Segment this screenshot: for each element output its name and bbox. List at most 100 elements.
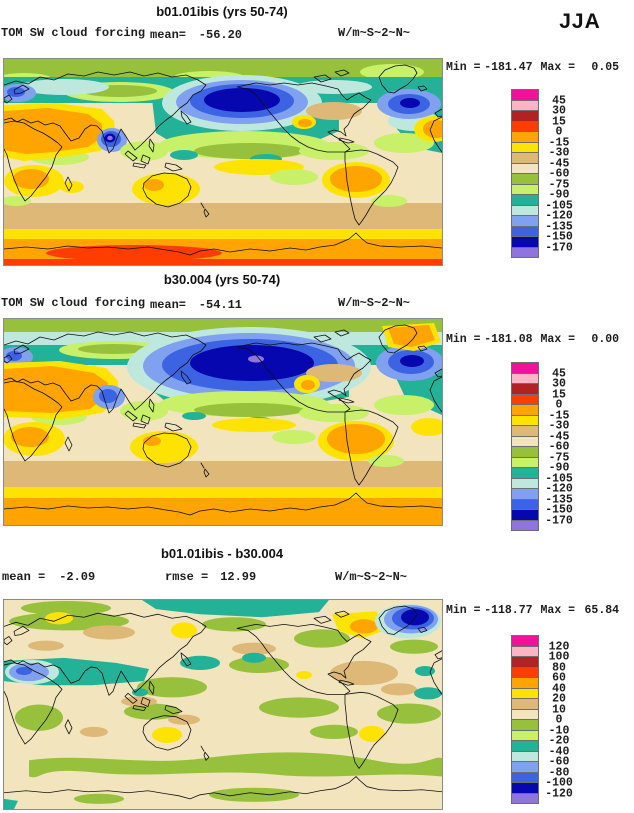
colorbar-tick-label: 45 (552, 93, 566, 107)
colorbar-tick-label: -60 (548, 167, 570, 181)
mean-stat: mean= -54.11 (150, 298, 242, 312)
mean-label: mean= (150, 298, 187, 312)
colorbar-tick-label: -60 (548, 440, 570, 454)
colorbar-1 (511, 89, 539, 258)
mean-value: -56.20 (198, 28, 243, 42)
colorbar-swatch (511, 246, 539, 258)
contour-fill-regions (4, 600, 442, 809)
colorbar-tick-label: 40 (552, 681, 566, 695)
rmse-value: 12.99 (220, 570, 257, 584)
max-label: Max = (540, 333, 576, 346)
units-label: W/m~S~2~N~ (338, 26, 411, 40)
mean-value: -54.11 (198, 298, 243, 312)
colorbar-tick-label: 60 (552, 671, 566, 685)
colorbar-3-ticks: 120 100 80 60 40 20 10 0 -10 -20 -40 -60 -80 -100 -120 (539, 636, 579, 808)
colorbar-tick-label: -30 (548, 146, 570, 160)
panel-3-header-row: mean = -2.09 rmse = 12.99 W/m~S~2~N~ (0, 570, 444, 586)
min-label: Min = (446, 61, 481, 74)
min-value: -118.77 (484, 604, 533, 617)
contour-fill-regions (4, 319, 442, 525)
min-label: Min = (446, 604, 481, 617)
colorbar-tick-label: -135 (545, 492, 573, 506)
colorbar-tick-label: 0 (555, 398, 563, 412)
mean-stat: mean = -2.09 (2, 570, 95, 584)
max-value: 0.00 (591, 333, 620, 346)
colorbar-tick-label: 100 (548, 650, 570, 664)
mean-stat: mean= -56.20 (150, 28, 242, 42)
colorbar-tick-label: -60 (548, 755, 570, 769)
colorbar-tick-label: -120 (545, 786, 573, 800)
world-map-1 (3, 58, 443, 266)
colorbar-tick-label: -30 (548, 419, 570, 433)
colorbar-tick-label: -20 (548, 734, 570, 748)
colorbar-tick-label: -40 (548, 744, 570, 758)
colorbar-tick-label: -105 (545, 198, 573, 212)
panel-1-minmax: Min = -181.47 Max = 0.05 (446, 61, 634, 74)
panel-1-title: b01.01ibis (yrs 50-74) (156, 4, 288, 19)
colorbar-swatch (511, 519, 539, 531)
contour-fill-regions (4, 59, 442, 265)
min-value: -181.08 (484, 333, 533, 346)
colorbar-tick-label: -75 (548, 450, 570, 464)
colorbar-2 (511, 362, 539, 531)
colorbar-tick-label: -80 (548, 765, 570, 779)
max-label: Max = (540, 604, 576, 617)
mean-value: -2.09 (59, 570, 96, 584)
world-map-3 (3, 599, 443, 810)
colorbar-tick-label: 120 (548, 639, 570, 653)
colorbar-tick-label: -150 (545, 230, 573, 244)
min-value: -181.47 (484, 61, 533, 74)
colorbar-tick-label: 20 (552, 692, 566, 706)
colorbar-tick-label: -135 (545, 219, 573, 233)
mean-label: mean = (2, 570, 46, 584)
max-value: 65.84 (584, 604, 620, 617)
colorbar-tick-label: 45 (552, 366, 566, 380)
colorbar-tick-label: -170 (545, 240, 573, 254)
colorbar-2-ticks: 45 30 15 0 -15 -30 -45 -60 -75 -90 -105 -120 -135 -15… (539, 363, 579, 535)
units-label: W/m~S~2~N~ (335, 570, 408, 584)
colorbar-tick-label: 15 (552, 114, 566, 128)
colorbar-tick-label: -45 (548, 429, 570, 443)
colorbar-tick-label: -105 (545, 471, 573, 485)
panel-1-header-row: TOM SW cloud forcing mean= -56.20 W/m~S~2… (0, 26, 444, 42)
colorbar-tick-label: -90 (548, 188, 570, 202)
colorbar-tick-label: 10 (552, 702, 566, 716)
colorbar-3 (511, 635, 539, 804)
rmse-label: rmse = (165, 570, 209, 584)
units-label: W/m~S~2~N~ (338, 296, 411, 310)
colorbar-1-ticks: 45 30 15 0 -15 -30 -45 -60 -75 -90 -105 -120 -135 -15… (539, 90, 579, 262)
colorbar-tick-label: -90 (548, 461, 570, 475)
variable-label: TOM SW cloud forcing (1, 26, 146, 40)
colorbar-tick-label: -45 (548, 156, 570, 170)
max-label: Max = (540, 61, 576, 74)
max-value: 0.05 (591, 61, 620, 74)
colorbar-tick-label: -15 (548, 135, 570, 149)
colorbar-tick-label: 0 (555, 713, 563, 727)
colorbar-tick-label: 30 (552, 104, 566, 118)
mean-label: mean= (150, 28, 187, 42)
panel-3-minmax: Min = -118.77 Max = 65.84 (446, 604, 634, 617)
min-label: Min = (446, 333, 481, 346)
colorbar-tick-label: 0 (555, 125, 563, 139)
colorbar-tick-label: 30 (552, 377, 566, 391)
season-label: JJA (559, 10, 601, 33)
panel-3-title: b01.01ibis - b30.004 (160, 546, 284, 561)
rmse-stat: rmse = 12.99 (165, 570, 256, 584)
colorbar-tick-label: -120 (545, 482, 573, 496)
colorbar-tick-label: -75 (548, 177, 570, 191)
variable-label: TOM SW cloud forcing (1, 296, 146, 310)
colorbar-tick-label: -100 (545, 776, 573, 790)
colorbar-swatch (511, 792, 539, 804)
colorbar-tick-label: -15 (548, 408, 570, 422)
colorbar-tick-label: -150 (545, 503, 573, 517)
world-map-2 (3, 318, 443, 526)
colorbar-tick-label: -170 (545, 513, 573, 527)
colorbar-tick-label: -120 (545, 209, 573, 223)
panel-2-title: b30.004 (yrs 50-74) (163, 272, 281, 287)
panel-2-minmax: Min = -181.08 Max = 0.00 (446, 333, 634, 346)
colorbar-tick-label: -10 (548, 723, 570, 737)
colorbar-tick-label: 80 (552, 660, 566, 674)
colorbar-tick-label: 15 (552, 387, 566, 401)
panel-2-header-row: TOM SW cloud forcing mean= -54.11 W/m~S~2… (0, 296, 444, 312)
